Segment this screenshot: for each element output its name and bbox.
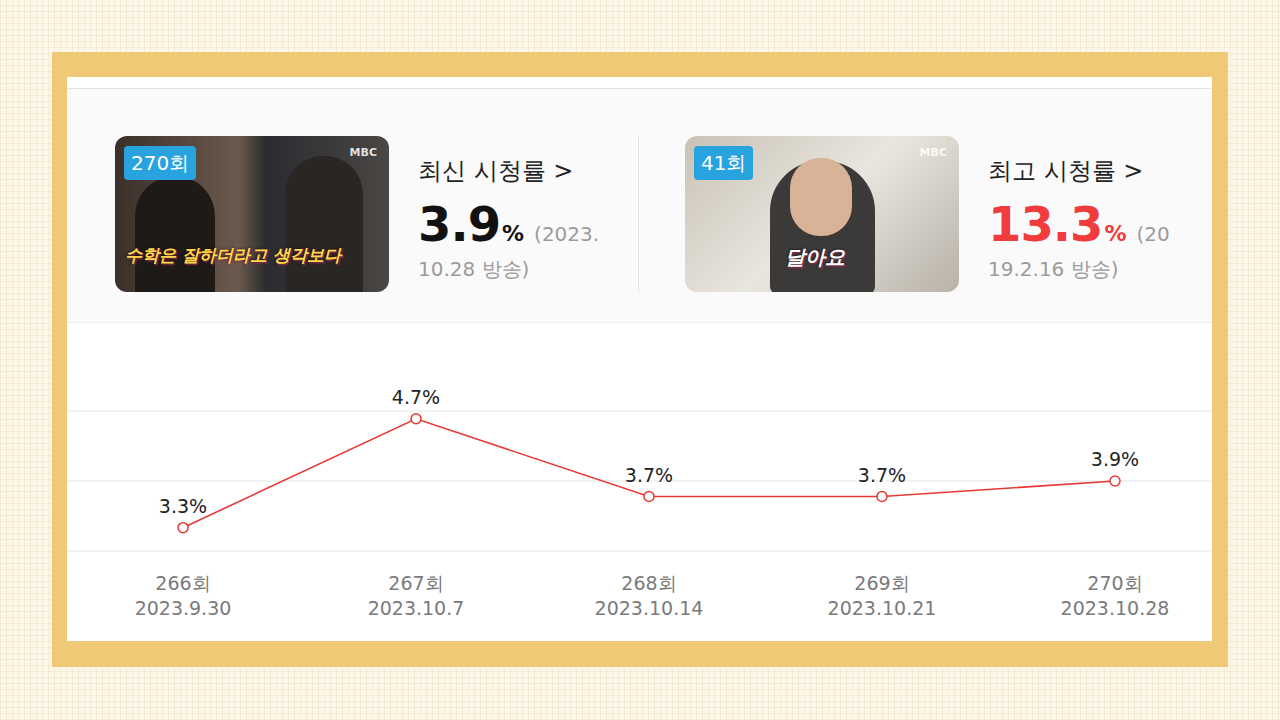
rating-unit: % — [502, 221, 524, 246]
rating-row: 13.3% (20 — [988, 196, 1170, 264]
air-date: (2023. — [534, 222, 599, 246]
card-title: 최신 시청률 > — [418, 155, 573, 187]
figure — [285, 156, 363, 292]
rating-unit: % — [1104, 221, 1126, 246]
category-label: 266회 2023.9.30 — [135, 572, 232, 619]
point — [411, 414, 421, 424]
data-label: 3.7% — [858, 464, 906, 486]
chart: 3.3% 4.7% 3.7% 3.7% 3.9% 266회 2023.9.30 267회 202… — [0, 0, 1280, 720]
category-line: 268회 — [621, 572, 676, 594]
category-line: 2023.10.7 — [368, 597, 465, 619]
category-label: 268회 2023.10.14 — [595, 572, 704, 619]
category-line: 2023.10.14 — [595, 597, 704, 619]
plot — [178, 414, 1120, 533]
rating-value: 13.3 — [988, 196, 1102, 252]
air-date: (20 — [1136, 222, 1169, 246]
category-label: 270회 2023.10.28 — [1061, 572, 1170, 619]
divider — [638, 135, 639, 292]
category-line: 2023.10.21 — [828, 597, 937, 619]
data-label: 3.7% — [625, 464, 673, 486]
logo: MBC — [920, 146, 947, 159]
category-line: 269회 — [854, 572, 909, 594]
category-line: 2023.9.30 — [135, 597, 232, 619]
data-label: 3.9% — [1091, 448, 1139, 470]
data-label: 3.3% — [159, 495, 207, 517]
caption: 달아요 — [785, 244, 845, 271]
caption: 수학은 잘하더라고 생각보다 — [125, 244, 341, 267]
grid-line — [67, 411, 1212, 412]
card-title: 최고 시청률 > — [988, 155, 1143, 187]
grid-line — [67, 551, 1212, 552]
category-line: 267회 — [388, 572, 443, 594]
point — [644, 492, 654, 502]
rating-value: 3.9 — [418, 196, 500, 252]
thumbnail: MBC 수학은 잘하더라고 생각보다 270회 — [115, 136, 389, 292]
category-label: 269회 2023.10.21 — [828, 572, 937, 619]
line — [183, 419, 1115, 528]
category-label: 267회 2023.10.7 — [368, 572, 465, 619]
badge: 270회 — [124, 146, 196, 180]
figure-face — [790, 158, 852, 236]
point — [178, 523, 188, 533]
point — [877, 492, 887, 502]
logo: MBC — [350, 146, 377, 159]
air-date: 10.28 방송) — [418, 256, 529, 283]
category-line: 2023.10.28 — [1061, 597, 1170, 619]
point — [1110, 476, 1120, 486]
badge: 41회 — [694, 146, 753, 180]
category-line: 270회 — [1087, 572, 1142, 594]
data-label: 4.7% — [392, 386, 440, 408]
air-date: 19.2.16 방송) — [988, 256, 1119, 283]
figure — [135, 176, 215, 292]
rating-row: 3.9% (2023. — [418, 196, 599, 264]
category-line: 266회 — [155, 572, 210, 594]
thumbnail: MBC 달아요 41회 — [685, 136, 959, 292]
